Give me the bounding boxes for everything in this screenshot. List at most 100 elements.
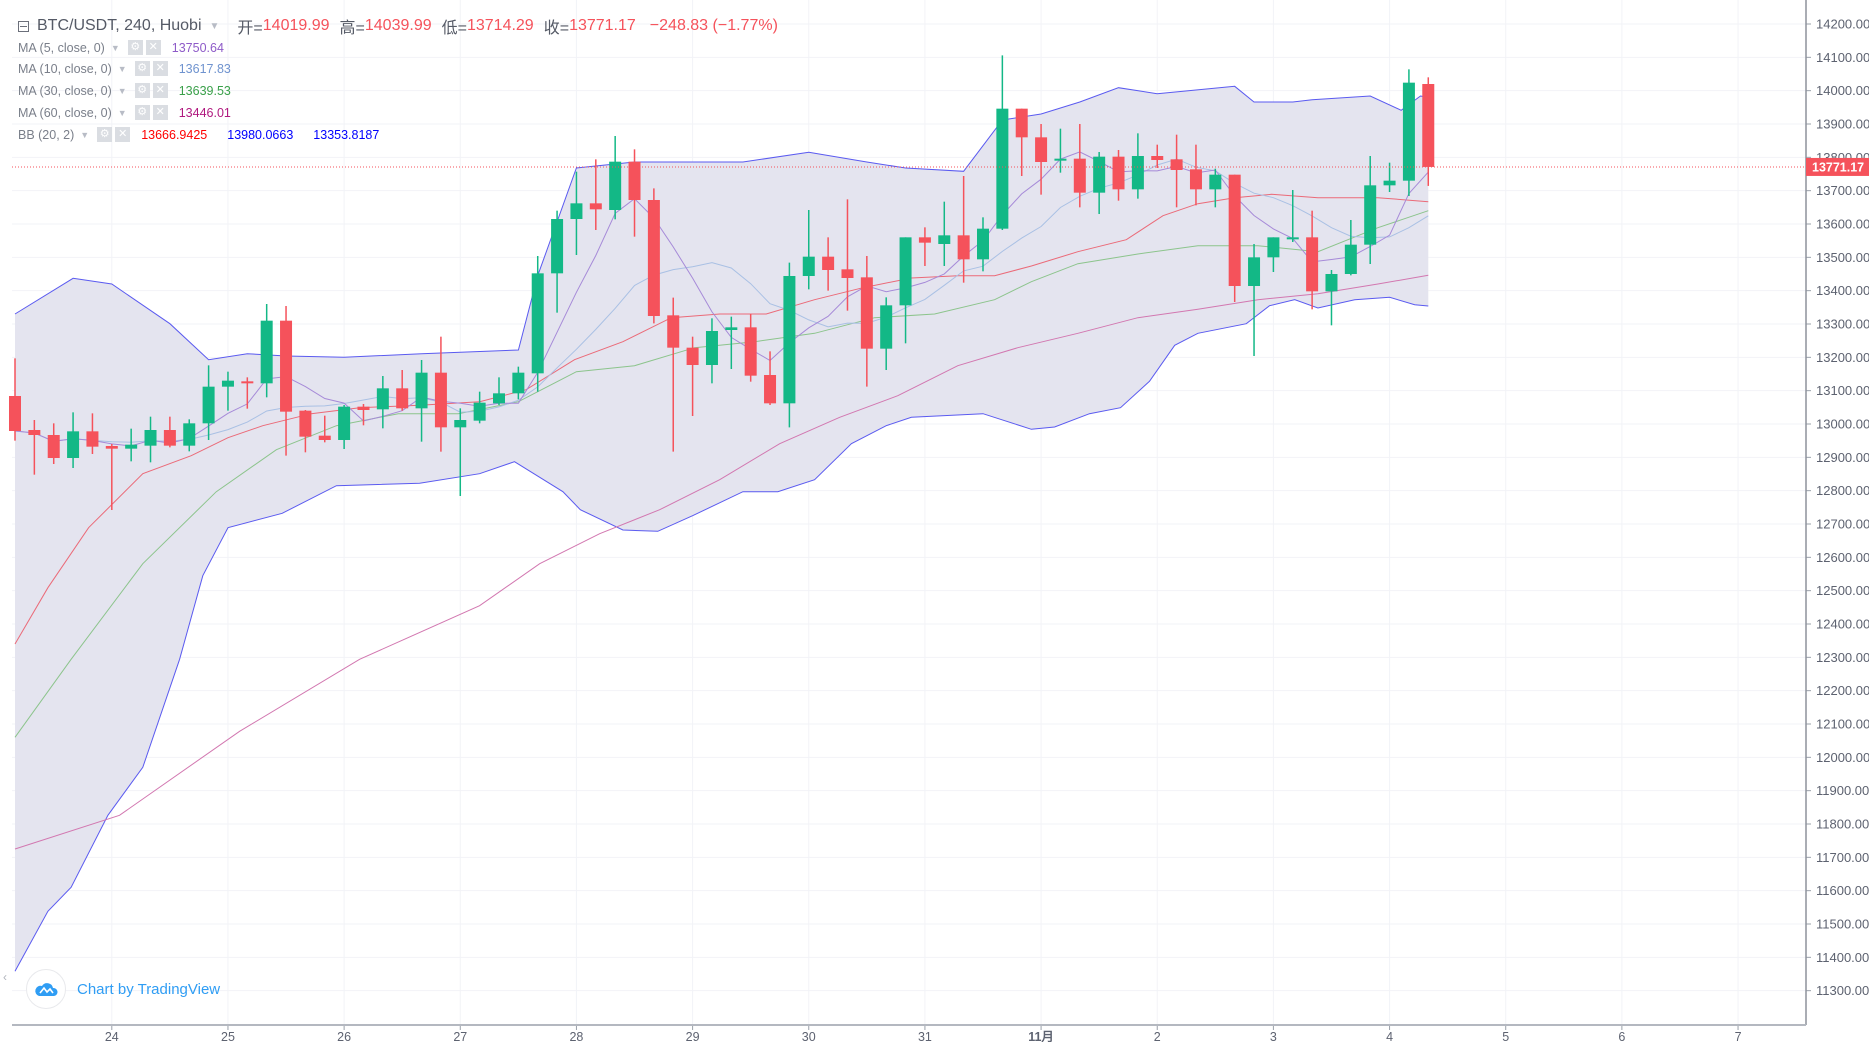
candle-body xyxy=(744,327,757,376)
candle-body xyxy=(628,161,641,200)
close-icon[interactable]: ✕ xyxy=(145,40,161,55)
candle xyxy=(1306,210,1319,310)
indicator-label[interactable]: MA (60, close, 0) xyxy=(18,105,112,120)
high-label: 高= xyxy=(339,20,365,37)
candle-body xyxy=(434,372,447,428)
candle-body xyxy=(686,347,699,365)
candle xyxy=(9,358,21,441)
last-price-badge xyxy=(1806,157,1869,176)
candle-body xyxy=(918,237,931,243)
candle-body xyxy=(1112,156,1125,190)
price-tick-label: 14200.00 xyxy=(1816,17,1869,32)
candle xyxy=(802,210,815,290)
candle xyxy=(1209,168,1222,208)
candle-body xyxy=(47,435,60,458)
gear-icon[interactable]: ⚙ xyxy=(127,40,143,55)
price-tick-label: 12100.00 xyxy=(1816,717,1869,732)
candle xyxy=(67,412,80,468)
candle-body xyxy=(977,228,989,260)
symbol-title[interactable]: BTC/USDT, 240, Huobi xyxy=(37,17,202,34)
price-tick-label: 12300.00 xyxy=(1816,650,1869,665)
price-tick-label: 13600.00 xyxy=(1816,217,1869,232)
collapse-legend-icon[interactable] xyxy=(18,20,29,32)
candle xyxy=(105,444,118,510)
chevron-down-icon[interactable]: ▼ xyxy=(117,63,127,74)
scroll-left-icon[interactable]: ‹ xyxy=(3,970,7,984)
tradingview-branding[interactable]: Chart by TradingView xyxy=(26,969,220,1009)
indicator-label[interactable]: MA (30, close, 0) xyxy=(18,83,112,98)
close-label: 收= xyxy=(543,20,570,37)
tradingview-link[interactable]: Chart by TradingView xyxy=(77,980,221,998)
candle-body xyxy=(783,276,796,404)
candle xyxy=(589,159,602,230)
date-tick-label: 24 xyxy=(105,1030,119,1042)
gear-icon[interactable]: ⚙ xyxy=(134,61,150,76)
candle xyxy=(357,404,370,426)
indicator-label[interactable]: BB (20, 2) xyxy=(18,127,75,142)
candle-body xyxy=(1306,237,1319,292)
candle xyxy=(1112,150,1125,201)
price-axis[interactable]: 14200.0014100.0014000.0013900.0013800.00… xyxy=(1805,0,1869,1025)
candle xyxy=(1422,77,1435,186)
candle-body xyxy=(609,161,622,210)
close-icon[interactable]: ✕ xyxy=(152,83,168,98)
candle xyxy=(163,416,176,448)
chevron-down-icon[interactable]: ▼ xyxy=(117,107,127,118)
candle-body xyxy=(1131,156,1144,190)
close-icon[interactable]: ✕ xyxy=(152,61,168,76)
candle-body xyxy=(1248,257,1261,286)
candle xyxy=(260,304,273,398)
candle-body xyxy=(493,393,505,404)
candle xyxy=(764,351,777,405)
price-tick-label: 12400.00 xyxy=(1816,617,1869,632)
chevron-down-icon[interactable]: ▼ xyxy=(209,20,220,32)
time-axis[interactable]: 24 25 26 27 28 29 30 31 11月 2 3 4 5 6 7 xyxy=(12,1024,1806,1042)
candle-body xyxy=(1015,108,1028,138)
candle xyxy=(338,405,351,449)
gear-icon[interactable]: ⚙ xyxy=(134,105,150,120)
date-tick-label: 26 xyxy=(337,1030,351,1042)
candle xyxy=(299,410,312,453)
chevron-down-icon[interactable]: ▼ xyxy=(117,85,127,96)
candle xyxy=(647,188,660,324)
price-tick-label: 11400.00 xyxy=(1816,950,1869,965)
candle-body xyxy=(183,423,196,446)
candle xyxy=(1248,244,1261,356)
candle-body xyxy=(1054,158,1067,161)
bollinger-upper-line xyxy=(14,85,1429,361)
chevron-down-icon[interactable]: ▼ xyxy=(80,129,90,140)
date-tick-label: 25 xyxy=(221,1030,235,1042)
price-tick-label: 13000.00 xyxy=(1816,417,1869,432)
candle-body xyxy=(667,315,680,348)
gear-icon[interactable]: ⚙ xyxy=(134,83,150,98)
candle-body xyxy=(996,108,1009,229)
indicator-value: 13353.8187 xyxy=(313,127,380,142)
ma10-line xyxy=(14,158,1429,443)
candle xyxy=(1189,144,1202,206)
candle-body xyxy=(1228,174,1241,286)
indicator-value: 13617.83 xyxy=(178,61,231,76)
close-icon[interactable]: ✕ xyxy=(115,127,131,142)
close-icon[interactable]: ✕ xyxy=(152,105,168,120)
candle-body xyxy=(1402,82,1415,181)
gear-icon[interactable]: ⚙ xyxy=(97,127,113,142)
candle xyxy=(841,199,854,311)
date-tick-label: 27 xyxy=(453,1030,467,1042)
candle xyxy=(415,360,428,442)
candle-body xyxy=(725,327,738,330)
candle-body xyxy=(957,235,970,260)
candle xyxy=(1267,237,1280,272)
indicator-label[interactable]: MA (10, close, 0) xyxy=(18,61,112,76)
candle-body xyxy=(260,320,273,384)
chevron-down-icon[interactable]: ▼ xyxy=(110,42,120,53)
date-tick-label: 28 xyxy=(569,1030,583,1042)
candle-body xyxy=(241,381,254,384)
indicator-label[interactable]: MA (5, close, 0) xyxy=(18,40,105,55)
candle-body xyxy=(860,277,873,349)
open-label: 开= xyxy=(237,20,263,37)
candle-body xyxy=(764,375,777,404)
candle-body xyxy=(357,406,370,410)
candle xyxy=(376,376,389,429)
candle xyxy=(1015,108,1028,176)
